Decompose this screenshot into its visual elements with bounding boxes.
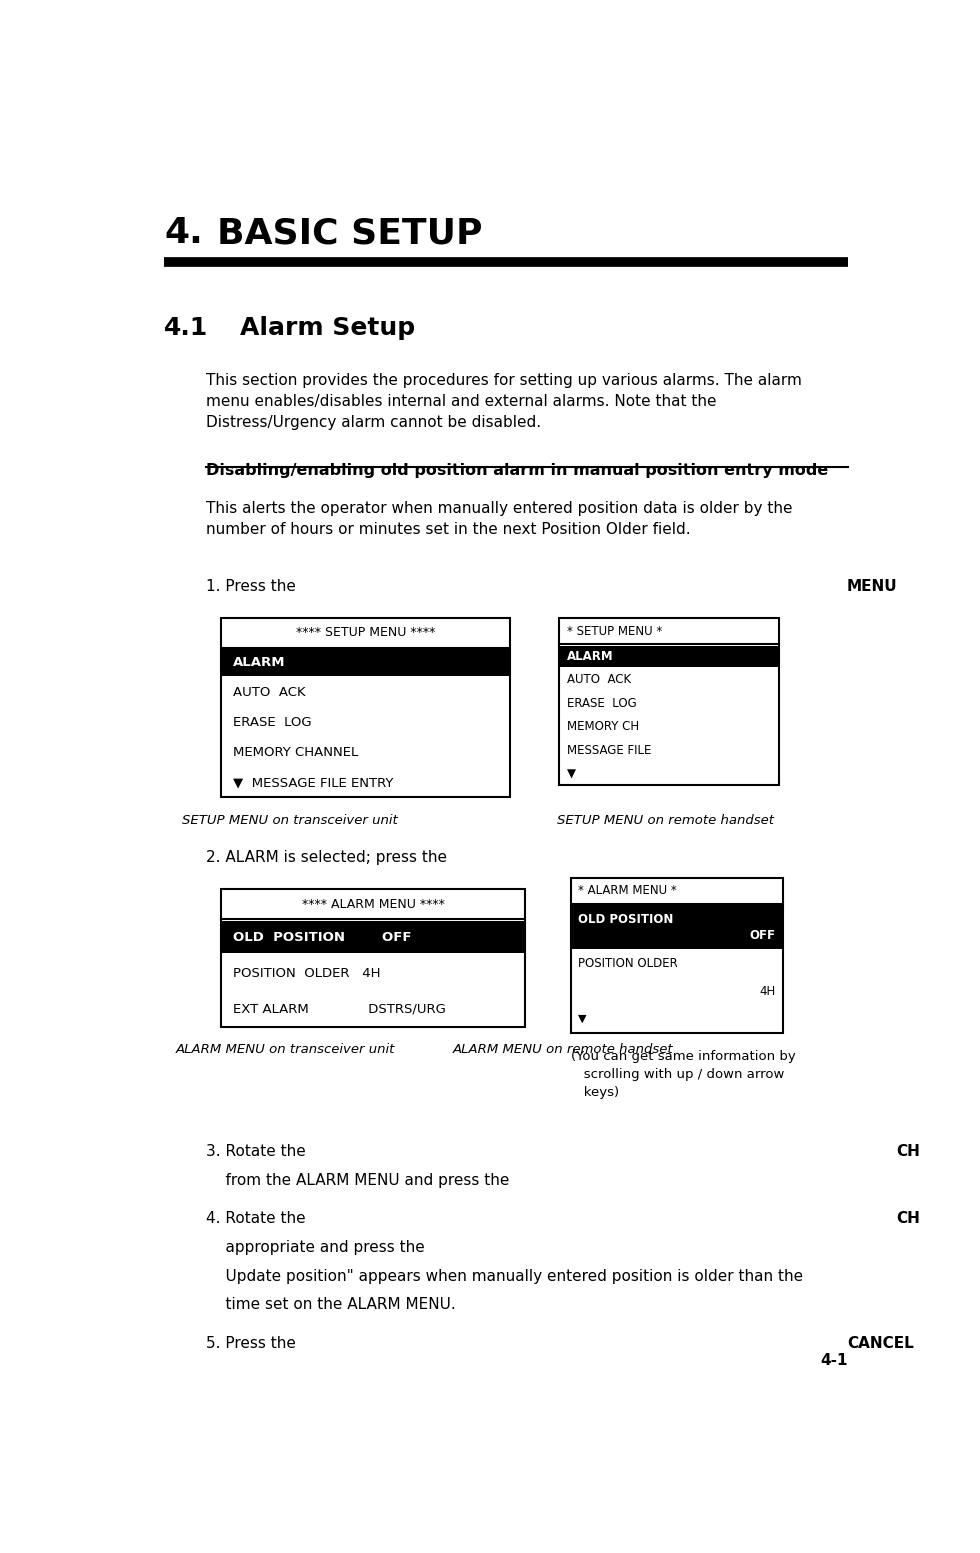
Text: SETUP MENU on transceiver unit: SETUP MENU on transceiver unit [181,814,398,828]
Text: EXT ALARM              DSTRS/URG: EXT ALARM DSTRS/URG [232,1003,446,1016]
Text: MEMORY CHANNEL: MEMORY CHANNEL [232,745,358,759]
Text: appropriate and press the: appropriate and press the [206,1239,429,1255]
FancyBboxPatch shape [560,618,779,786]
Text: 4.1: 4.1 [165,315,209,340]
Text: 2. ALARM is selected; press the: 2. ALARM is selected; press the [206,849,452,865]
FancyBboxPatch shape [221,649,510,677]
Text: (You can get same information by
   scrolling with up / down arrow
   keys): (You can get same information by scrolli… [570,1050,796,1098]
Text: Alarm Setup: Alarm Setup [240,315,416,340]
Text: 4.: 4. [165,216,203,250]
Text: **** SETUP MENU ****: **** SETUP MENU **** [296,626,435,640]
Text: MENU: MENU [847,579,898,593]
Text: * ALARM MENU *: * ALARM MENU * [578,884,677,898]
Text: 4-1: 4-1 [820,1353,848,1368]
Text: SETUP MENU on remote handset: SETUP MENU on remote handset [557,814,774,828]
Text: AUTO  ACK: AUTO ACK [566,672,631,686]
Text: POSITION OLDER: POSITION OLDER [578,957,678,969]
Text: ALARM MENU on transceiver unit: ALARM MENU on transceiver unit [176,1042,396,1056]
Text: This section provides the procedures for setting up various alarms. The alarm
me: This section provides the procedures for… [206,373,802,430]
FancyBboxPatch shape [570,877,783,1033]
Text: ALARM: ALARM [566,649,613,663]
Text: Disabling/enabling old position alarm in manual position entry mode: Disabling/enabling old position alarm in… [206,463,828,478]
Text: OFF: OFF [750,929,776,943]
FancyBboxPatch shape [221,921,525,954]
Text: 1. Press the: 1. Press the [206,579,301,593]
Text: MEMORY CH: MEMORY CH [566,721,639,733]
Text: * SETUP MENU *: * SETUP MENU * [566,624,662,638]
Text: ERASE  LOG: ERASE LOG [232,716,312,730]
Text: 5. Press the: 5. Press the [206,1336,301,1351]
Text: time set on the ALARM MENU.: time set on the ALARM MENU. [206,1297,456,1312]
Text: ▼: ▼ [566,767,576,780]
Text: Update position" appears when manually entered position is older than the: Update position" appears when manually e… [206,1269,804,1284]
Text: OLD  POSITION        OFF: OLD POSITION OFF [232,930,412,944]
FancyBboxPatch shape [560,646,779,666]
Text: ALARM MENU on remote handset: ALARM MENU on remote handset [453,1042,673,1056]
Text: CH: CH [896,1211,920,1227]
Text: This alerts the operator when manually entered position data is older by the
num: This alerts the operator when manually e… [206,502,793,537]
FancyBboxPatch shape [221,890,525,1027]
Text: ERASE  LOG: ERASE LOG [566,697,637,710]
Text: 4. Rotate the: 4. Rotate the [206,1211,311,1227]
Text: CH: CH [896,1145,920,1159]
Text: 4H: 4H [760,985,776,997]
Text: MESSAGE FILE: MESSAGE FILE [566,744,651,756]
Text: POSITION  OLDER   4H: POSITION OLDER 4H [232,966,380,980]
Text: ALARM: ALARM [232,657,285,669]
Text: OLD POSITION: OLD POSITION [578,913,673,926]
Text: BASIC SETUP: BASIC SETUP [218,216,483,250]
Text: ▼: ▼ [578,1014,587,1023]
Text: AUTO  ACK: AUTO ACK [232,686,305,699]
FancyBboxPatch shape [570,904,783,949]
Text: from the ALARM MENU and press the: from the ALARM MENU and press the [206,1173,514,1188]
Text: CANCEL: CANCEL [847,1336,913,1351]
Text: 3. Rotate the: 3. Rotate the [206,1145,311,1159]
Text: **** ALARM MENU ****: **** ALARM MENU **** [302,898,445,912]
Text: ▼  MESSAGE FILE ENTRY: ▼ MESSAGE FILE ENTRY [232,776,393,789]
FancyBboxPatch shape [221,618,510,797]
